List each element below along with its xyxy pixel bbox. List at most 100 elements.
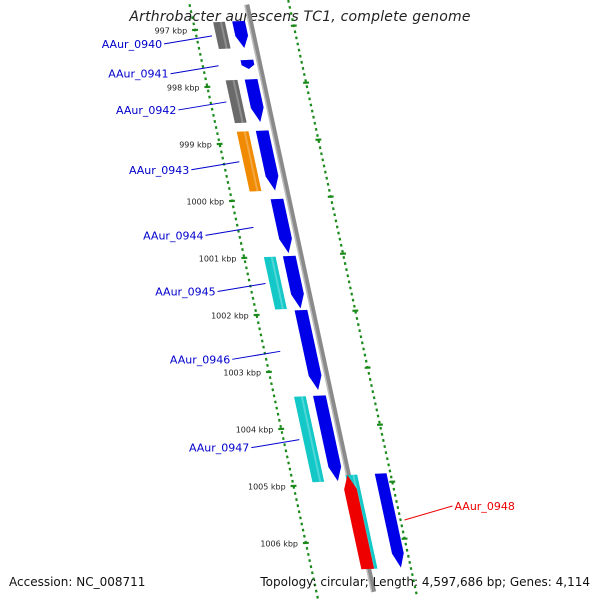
scale-dot-outer (327, 188, 331, 192)
scale-dot-outer (349, 286, 352, 290)
orange-feature-block[interactable] (236, 131, 262, 192)
scale-dot-outer (360, 341, 364, 345)
scale-dot-inner (252, 302, 256, 306)
feature-block-shade (232, 79, 244, 124)
feature-block-shade (219, 21, 228, 49)
gray-feature-block[interactable] (213, 21, 231, 50)
gene-leader-line (191, 161, 240, 171)
scale-dot-outer (380, 432, 384, 436)
gene-label[interactable]: AAur_0942 (116, 104, 176, 117)
scale-dot-outer (313, 121, 317, 125)
scale-dot-outer (334, 219, 338, 223)
gray-feature-block[interactable] (225, 79, 247, 124)
scale-dot-outer (399, 518, 402, 522)
scale-dot-inner (316, 595, 319, 599)
gene-arrow[interactable] (255, 130, 279, 191)
scale-dot-inner (293, 491, 297, 496)
gene-label[interactable]: AAur_0944 (143, 229, 203, 242)
gene-arrow-partial[interactable] (374, 473, 404, 568)
scale-dot-outer (318, 146, 322, 150)
scale-dot-outer (405, 548, 409, 552)
scale-dot-inner (200, 58, 203, 62)
cyan-feature-block[interactable] (263, 256, 287, 310)
scale-dot-outer (396, 506, 400, 510)
scale-dot-outer (324, 170, 327, 174)
scale-dot-inner (296, 504, 300, 508)
scale-dot-outer (333, 213, 336, 217)
scale-dot-outer (388, 469, 392, 473)
scale-dot-outer (309, 103, 313, 107)
kbp-label: 1001 kbp (199, 254, 237, 263)
scale-dot-outer (389, 475, 393, 479)
scale-dot-inner (201, 65, 205, 69)
scale-dot-outer (312, 115, 315, 119)
scale-dot-outer (408, 560, 412, 564)
scale-dot-outer (378, 420, 381, 424)
gene-label[interactable]: AAur_0946 (170, 353, 230, 366)
gene-arrow[interactable] (294, 309, 322, 390)
scale-dot-inner (260, 339, 264, 343)
gene-label[interactable]: AAur_0947 (189, 442, 249, 455)
scale-dot-outer (308, 97, 311, 101)
scale-dot-outer (306, 91, 310, 95)
scale-dot-outer (321, 158, 325, 162)
scale-dot-outer (341, 249, 344, 253)
tick-layer: 997 kbp 998 kbp 999 kbp 1000 kbp 1001 kbp 100… (155, 0, 418, 599)
scale-dot-inner (288, 467, 292, 471)
feature-block-shade (270, 256, 284, 310)
scale-dot-outer (387, 463, 390, 467)
scale-dot-inner (235, 223, 239, 227)
scale-dot-outer (393, 493, 397, 497)
scale-dot-inner (289, 473, 293, 477)
scale-dot-outer (325, 176, 329, 180)
scale-dot-inner (196, 40, 200, 44)
scale-dot-inner (250, 290, 254, 294)
gene-label[interactable]: AAur_0940 (102, 38, 162, 51)
scale-dot-inner (287, 461, 290, 465)
scale-dot-outer (401, 530, 405, 534)
kbp-label: 999 kbp (179, 140, 212, 149)
scale-dot-inner (238, 235, 242, 239)
scale-dot-outer (351, 298, 355, 302)
scale-dot-inner (270, 382, 273, 386)
gene-leader-line (404, 505, 453, 521)
scale-dot-inner (239, 241, 243, 245)
kbp-label: 1000 kbp (186, 197, 224, 206)
scale-dot-outer (326, 182, 330, 186)
scale-dot-outer (409, 567, 413, 571)
scale-dot-inner (226, 180, 230, 184)
gene-arrow[interactable] (344, 474, 375, 570)
cyan-feature-block[interactable] (293, 396, 325, 483)
scale-dot-inner (229, 193, 232, 197)
scale-dot-inner (202, 71, 206, 75)
scale-dot-inner (234, 217, 238, 221)
gene-leader-line (205, 226, 254, 236)
scale-dot-inner (313, 583, 317, 587)
scale-dot-inner (312, 577, 315, 581)
scale-dot-inner (258, 327, 261, 331)
gene-leader-line (170, 65, 219, 75)
scale-dot-outer (359, 335, 363, 339)
scale-dot-inner (205, 83, 209, 87)
scale-dot-outer (300, 60, 304, 64)
scale-dot-inner (233, 211, 236, 215)
gene-arrow[interactable] (270, 198, 292, 254)
gene-label[interactable]: AAur_0948 (454, 500, 514, 513)
gene-arrow[interactable] (282, 255, 304, 309)
scale-dot-inner (266, 363, 269, 367)
genome-stats-text: Topology: circular; Length: 4,597,686 bp… (260, 575, 590, 589)
scale-dot-inner (281, 437, 285, 441)
gene-label[interactable]: AAur_0941 (108, 68, 168, 81)
gene-label[interactable]: AAur_0943 (129, 164, 189, 177)
gene-arrow[interactable] (240, 59, 255, 70)
scale-dot-inner (306, 552, 310, 556)
gene-arrow[interactable] (244, 79, 264, 123)
gene-label[interactable]: AAur_0945 (155, 285, 215, 298)
scale-dot-outer (302, 72, 306, 77)
gene-arrow[interactable] (313, 395, 342, 482)
scale-dot-outer (404, 542, 408, 546)
scale-dot-outer (356, 323, 360, 327)
gene-arrow[interactable] (232, 20, 249, 48)
scale-dot-inner (246, 272, 250, 276)
